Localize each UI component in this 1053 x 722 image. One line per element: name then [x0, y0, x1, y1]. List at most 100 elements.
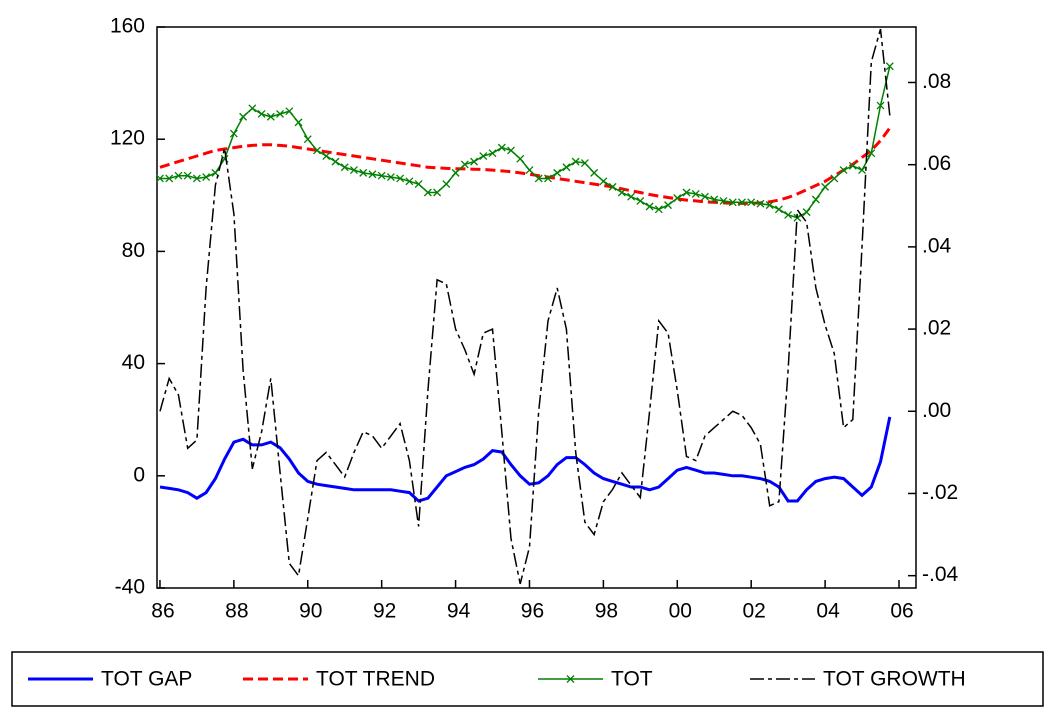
marker: [497, 143, 506, 152]
series-line: [159, 416, 892, 503]
marker: [543, 174, 552, 183]
marker: [645, 202, 654, 211]
marker: [229, 129, 238, 138]
marker: [525, 166, 534, 175]
x-tick-label: 94: [447, 600, 471, 623]
marker: [460, 160, 469, 169]
marker: [303, 135, 312, 144]
marker: [774, 205, 783, 214]
legend-label: TOT TREND: [316, 668, 435, 691]
x-tick-label: 90: [299, 600, 322, 623]
marker: [202, 173, 211, 182]
marker: [192, 174, 201, 183]
marker: [876, 101, 885, 110]
marker: [802, 208, 811, 217]
x-tick-label: 88: [225, 600, 248, 623]
marker: [155, 174, 164, 183]
legend-label: TOT GROWTH: [823, 668, 966, 691]
marker: [590, 168, 599, 177]
marker: [414, 180, 423, 189]
marker: [285, 107, 294, 116]
marker: [599, 177, 608, 186]
plot-frame: [156, 26, 917, 589]
marker: [248, 104, 257, 113]
marker: [433, 188, 442, 197]
marker: [756, 199, 765, 208]
marker: [811, 195, 820, 204]
marker: [682, 188, 691, 197]
y2-tick-label: .02: [922, 317, 951, 340]
x-tick-label: 00: [669, 600, 692, 623]
marker: [359, 168, 368, 177]
marker: [396, 174, 405, 183]
marker: [562, 163, 571, 172]
marker: [276, 109, 285, 118]
marker: [784, 210, 793, 219]
marker: [571, 157, 580, 166]
x-tick-label: 04: [816, 600, 840, 623]
marker: [423, 188, 432, 197]
y-tick-label: 120: [110, 127, 145, 150]
marker: [386, 173, 395, 182]
series-line: [159, 28, 891, 585]
y2-tick-label: .04: [922, 234, 952, 257]
x-tick-label: 06: [890, 600, 913, 623]
series-line: [159, 127, 892, 205]
y2-tick-label: .00: [922, 399, 951, 422]
marker: [507, 146, 515, 155]
marker: [728, 198, 737, 207]
marker: [451, 168, 460, 177]
marker: [340, 163, 349, 172]
marker: [534, 174, 543, 183]
marker: [294, 118, 303, 127]
marker: [839, 166, 848, 175]
marker: [848, 161, 857, 170]
legend-marker: [566, 675, 575, 683]
marker: [830, 174, 839, 183]
marker: [377, 171, 386, 180]
marker: [885, 62, 894, 71]
marker: [765, 201, 774, 210]
marker: [266, 112, 275, 121]
x-tick-label: 02: [743, 600, 766, 623]
marker: [257, 109, 266, 118]
marker: [183, 171, 192, 180]
x-tick-label: 98: [595, 600, 618, 623]
marker: [442, 180, 451, 189]
y2-tick-label: -.02: [922, 481, 958, 504]
x-tick-label: 86: [151, 600, 174, 623]
y-tick-label: 40: [122, 351, 145, 374]
legend-frame: [11, 651, 1044, 707]
marker: [349, 166, 358, 175]
y2-tick-label: .06: [922, 152, 951, 175]
x-tick-label: 96: [521, 600, 544, 623]
marker: [608, 182, 617, 191]
marker: [636, 196, 645, 205]
marker: [239, 112, 248, 121]
marker: [867, 149, 876, 158]
marker: [368, 170, 377, 179]
marker: [747, 198, 756, 207]
marker: [673, 194, 682, 203]
marker: [719, 196, 728, 205]
marker: [821, 182, 830, 191]
legend-label: TOT: [611, 668, 653, 691]
marker: [174, 171, 183, 180]
marker: [580, 159, 589, 168]
marker: [405, 177, 414, 186]
y-tick-label: 160: [110, 15, 145, 38]
y-tick-label: 80: [122, 239, 145, 262]
y-tick-label: 0: [133, 463, 145, 486]
marker: [664, 201, 673, 210]
y2-tick-label: .08: [922, 70, 951, 93]
marker: [553, 168, 562, 177]
marker: [322, 152, 331, 160]
marker: [331, 157, 340, 166]
x-tick-label: 92: [373, 600, 396, 623]
marker: [654, 205, 663, 214]
marker: [313, 146, 321, 155]
y-tick-label: -40: [115, 576, 145, 599]
marker: [165, 174, 174, 183]
